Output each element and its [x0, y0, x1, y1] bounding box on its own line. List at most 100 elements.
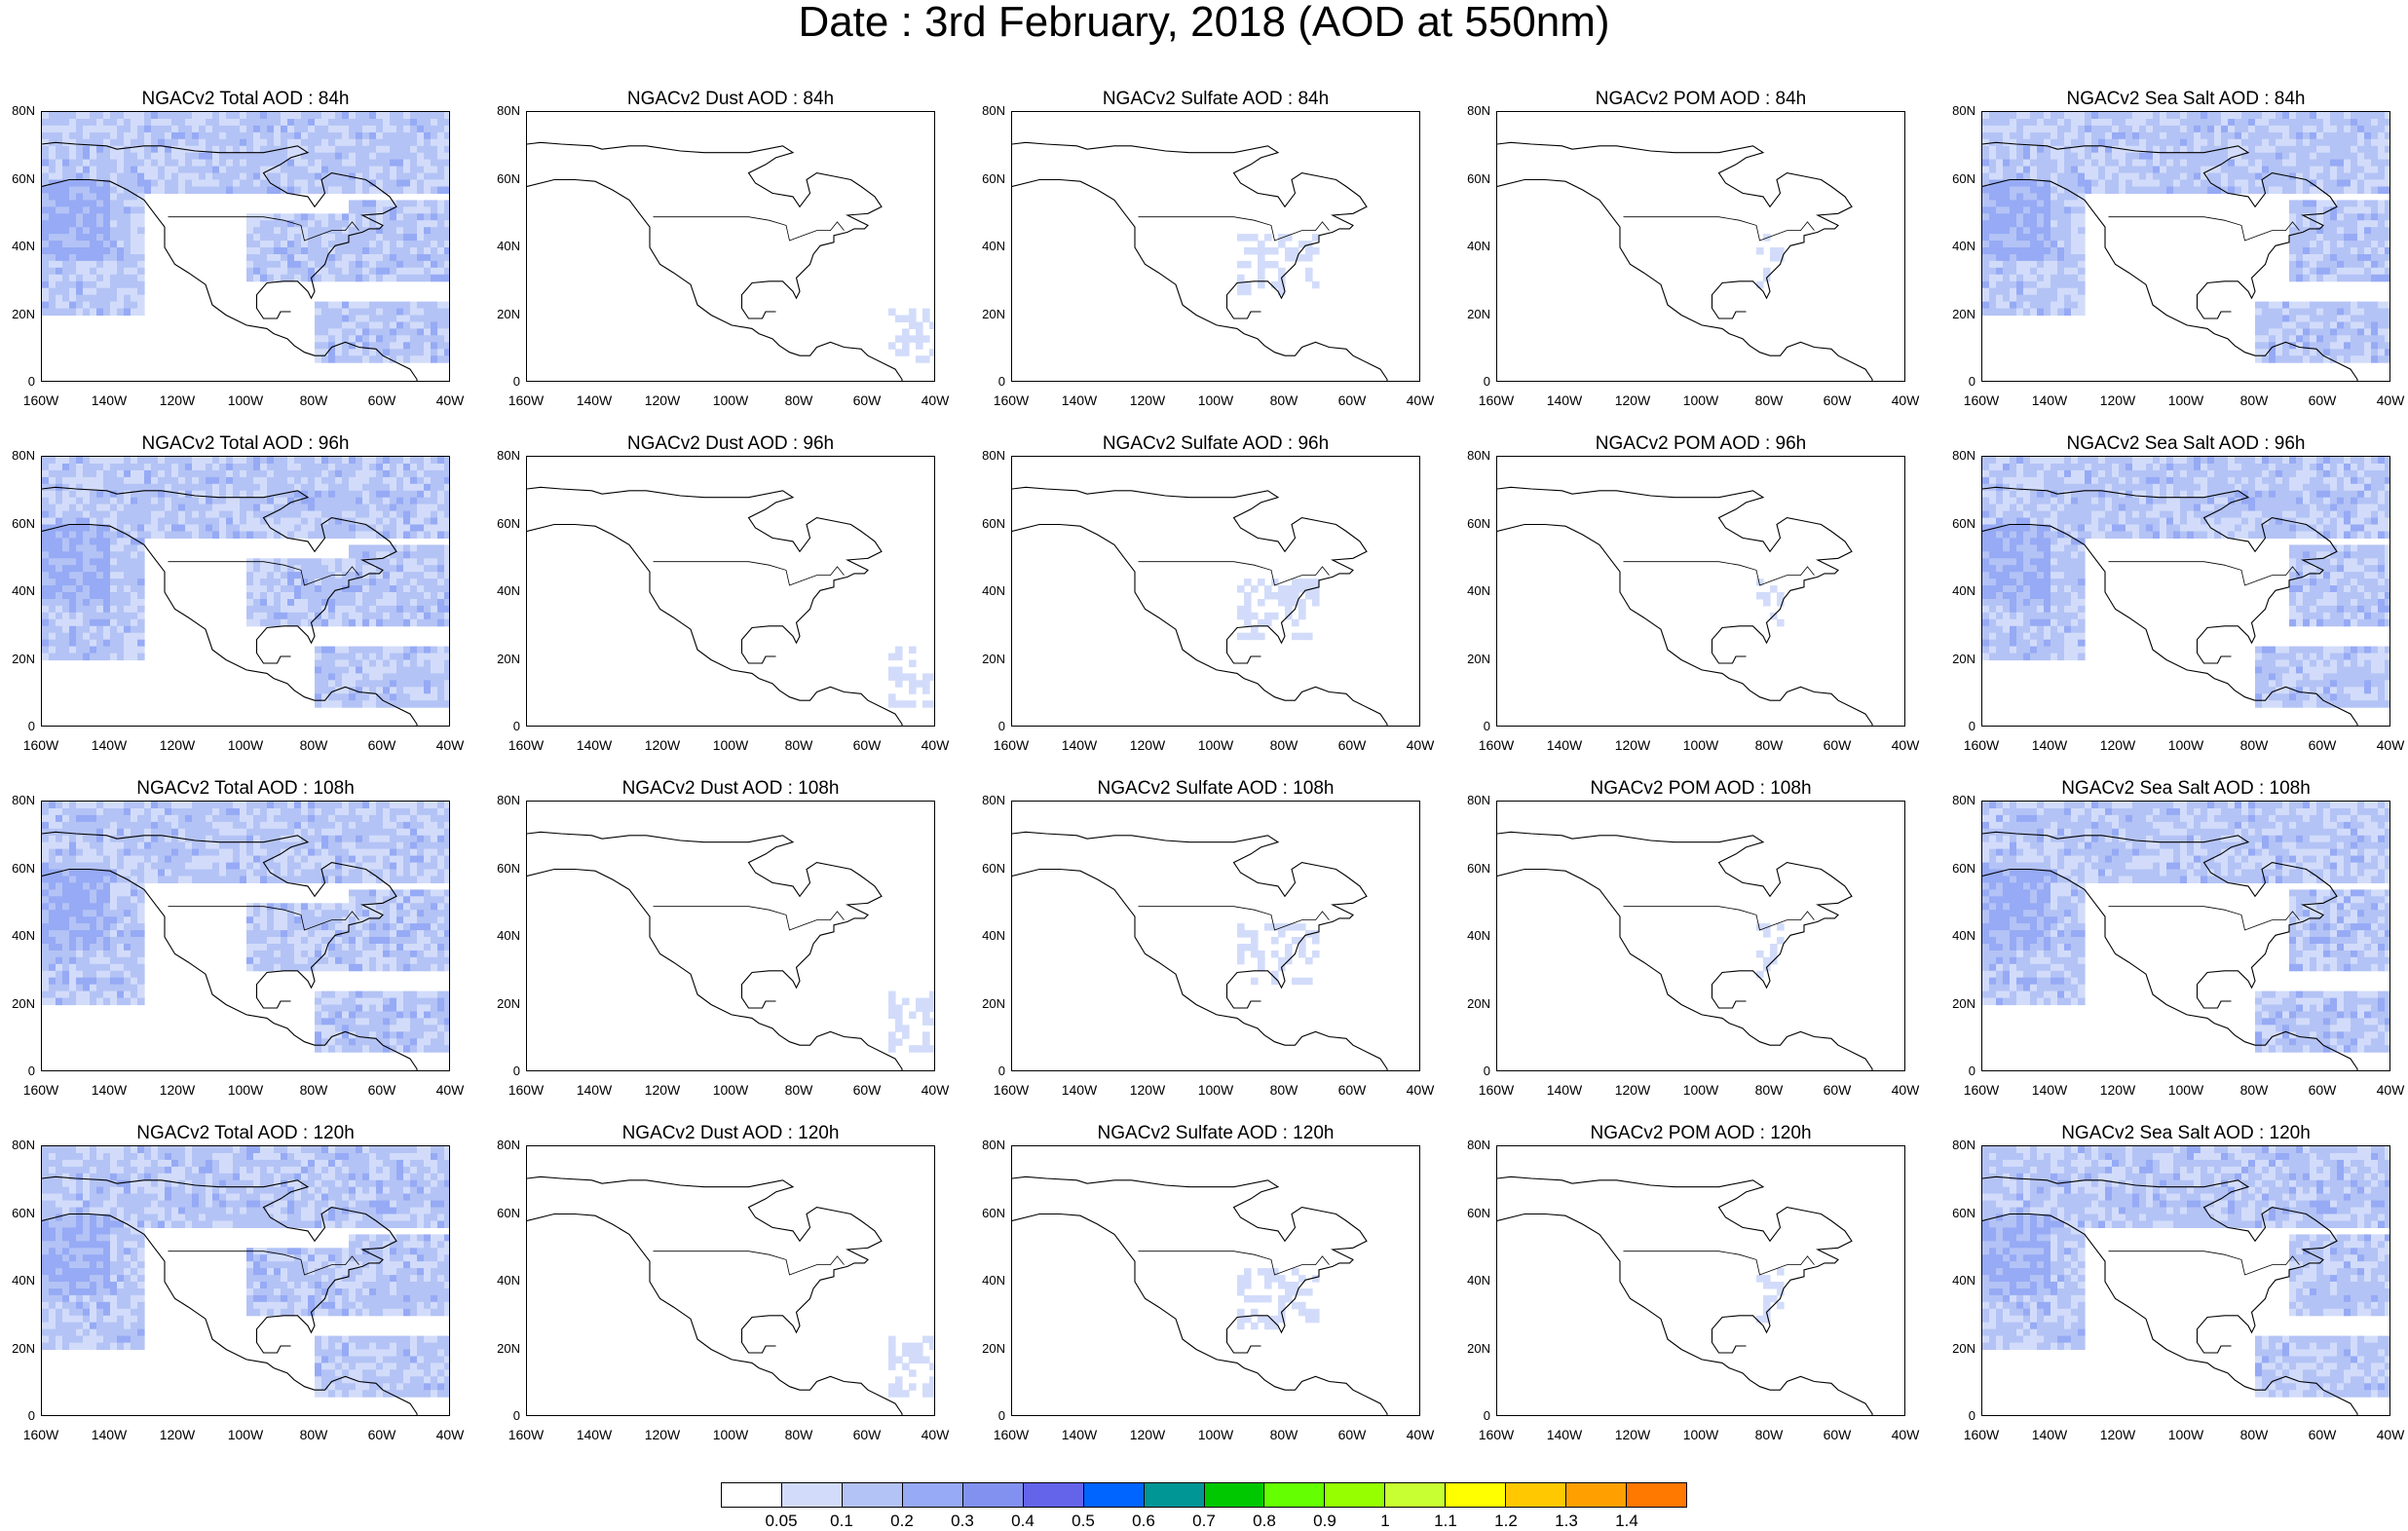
aod-cell — [369, 119, 377, 127]
aod-cell — [335, 138, 343, 147]
aod-cell — [431, 653, 438, 661]
aod-cell — [417, 579, 425, 586]
panel-title: NGACv2 Dust AOD : 96h — [626, 433, 835, 454]
aod-cell — [2378, 131, 2386, 140]
aod-cell — [424, 172, 432, 181]
aod-cell — [281, 234, 288, 242]
aod-cell — [2337, 172, 2345, 181]
aod-cell — [103, 490, 111, 499]
aod-cell — [929, 349, 934, 356]
aod-cell — [137, 524, 145, 532]
aod-cell — [90, 186, 97, 194]
aod-cell — [2323, 206, 2331, 214]
aod-cell — [376, 592, 384, 600]
aod-cell — [410, 592, 418, 600]
aod-cell — [1982, 186, 1990, 194]
aod-cell — [2003, 206, 2011, 214]
aod-cell — [437, 267, 445, 276]
aod-cell — [362, 200, 370, 207]
aod-cell — [2255, 342, 2263, 350]
aod-cell — [83, 504, 91, 512]
aod-cell — [417, 349, 425, 356]
aod-cell — [2044, 287, 2051, 296]
aod-cell — [281, 166, 288, 174]
aod-cell — [2235, 172, 2242, 181]
aod-cell — [301, 579, 309, 586]
aod-cell — [2371, 321, 2379, 329]
aod-cell — [2044, 301, 2051, 310]
aod-cell — [403, 200, 411, 207]
aod-cell — [90, 125, 97, 133]
aod-cell — [403, 152, 411, 161]
aod-cell — [335, 464, 343, 471]
aod-cell — [2221, 131, 2229, 140]
aod-cell — [444, 659, 449, 667]
aod-cell — [151, 166, 159, 174]
aod-cell — [246, 599, 254, 607]
aod-cell — [56, 579, 63, 586]
aod-cell — [267, 517, 275, 526]
aod-cell — [2003, 131, 2011, 140]
aod-cell — [90, 572, 97, 579]
aod-cell — [294, 469, 302, 478]
aod-cell — [2098, 464, 2106, 471]
aod-cell — [2310, 119, 2317, 127]
aod-cell — [321, 572, 329, 579]
aod-cell — [396, 572, 404, 579]
aod-cell — [396, 680, 404, 688]
aod-cell — [117, 247, 125, 255]
aod-cell — [396, 247, 404, 255]
aod-cell — [137, 605, 145, 614]
aod-cell — [2385, 315, 2389, 322]
aod-cell — [2071, 227, 2079, 235]
aod-cell — [2207, 159, 2215, 168]
aod-cell — [49, 618, 56, 627]
aod-cell — [226, 490, 234, 499]
aod-cell — [321, 301, 329, 310]
aod-cell — [2371, 254, 2379, 262]
aod-cell — [2371, 483, 2379, 492]
aod-cell — [2289, 321, 2297, 329]
aod-cell — [2344, 260, 2352, 269]
aod-cell — [287, 464, 295, 471]
aod-cell — [349, 504, 357, 512]
aod-cell — [328, 349, 336, 356]
aod-cell — [90, 280, 97, 289]
aod-cell — [83, 618, 91, 627]
aod-cell — [328, 490, 336, 499]
aod-cell — [909, 700, 917, 708]
aod-cell — [2344, 301, 2352, 310]
aod-cell — [2337, 260, 2345, 269]
aod-cell — [124, 538, 132, 545]
aod-cell — [362, 355, 370, 363]
aod-cell — [390, 112, 397, 120]
aod-cell — [424, 551, 432, 559]
aod-cell — [2303, 159, 2311, 168]
aod-cell — [301, 504, 309, 512]
aod-cell — [56, 585, 63, 593]
aod-cell — [437, 483, 445, 492]
aod-cell — [2228, 186, 2236, 194]
aod-cell — [2228, 166, 2236, 174]
aod-cell — [2057, 159, 2065, 168]
aod-cell — [321, 179, 329, 187]
aod-cell — [342, 301, 350, 310]
aod-cell — [76, 166, 84, 174]
aod-cell — [335, 497, 343, 505]
aod-cell — [2064, 294, 2072, 303]
aod-cell — [362, 592, 370, 600]
aod-cell — [185, 159, 193, 168]
aod-cell — [287, 585, 295, 593]
aod-cell — [2016, 294, 2024, 303]
aod-cell — [124, 599, 132, 607]
aod-cell — [417, 700, 425, 708]
aod-cell — [2221, 152, 2229, 161]
aod-cell — [2385, 464, 2389, 471]
aod-cell — [212, 497, 220, 505]
aod-cell — [2057, 227, 2065, 235]
aod-cell — [2344, 125, 2352, 133]
aod-cell — [390, 241, 397, 248]
aod-cell — [888, 342, 896, 350]
aod-cell — [335, 131, 343, 140]
aod-cell — [1982, 469, 1990, 478]
